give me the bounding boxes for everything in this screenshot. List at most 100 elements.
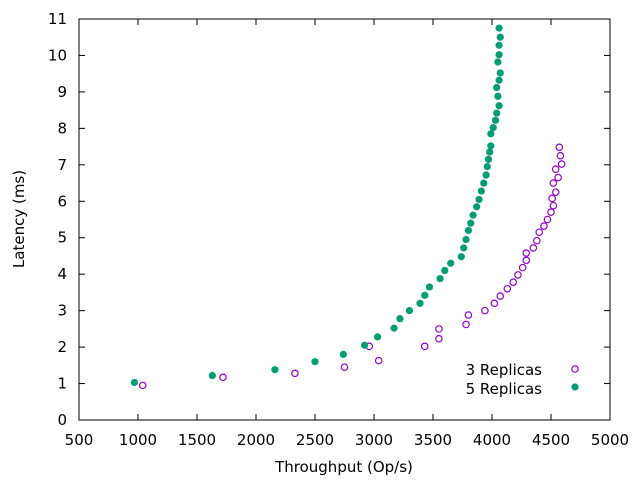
data-point bbox=[291, 369, 299, 378]
x-tick-label: 2500 bbox=[296, 431, 334, 449]
data-point bbox=[138, 381, 147, 390]
data-point bbox=[491, 116, 500, 124]
y-tick-label: 10 bbox=[48, 46, 67, 64]
data-point bbox=[557, 160, 566, 168]
data-point bbox=[271, 366, 279, 374]
series-3-replicas bbox=[138, 143, 566, 390]
data-point bbox=[543, 215, 552, 224]
data-point bbox=[374, 356, 383, 365]
y-tick-label: 7 bbox=[57, 156, 67, 174]
data-point bbox=[495, 41, 503, 49]
data-point bbox=[551, 165, 560, 173]
y-tick-label: 0 bbox=[57, 411, 67, 429]
data-point bbox=[548, 194, 556, 203]
data-point bbox=[482, 171, 490, 179]
x-tick-label: 2000 bbox=[237, 431, 275, 449]
data-point bbox=[490, 299, 499, 308]
x-tick-label: 4500 bbox=[532, 431, 570, 449]
axis-tick-labels: 500 1000 1500 2000 2500 3000 3500 4000 4500 5000 0… bbox=[48, 10, 629, 449]
y-axis-title: Latency (ms) bbox=[10, 170, 28, 268]
y-tick-label: 1 bbox=[57, 375, 67, 393]
data-point bbox=[493, 109, 501, 117]
data-point bbox=[495, 76, 503, 84]
data-point bbox=[556, 151, 565, 160]
data-point bbox=[208, 371, 216, 380]
data-point bbox=[462, 320, 470, 329]
data-points bbox=[130, 24, 566, 390]
data-point bbox=[457, 253, 465, 261]
data-point bbox=[360, 341, 369, 349]
legend-label-5-replicas: 5 Replicas bbox=[466, 380, 543, 398]
data-point bbox=[495, 102, 503, 110]
data-point bbox=[396, 315, 404, 323]
data-point bbox=[390, 324, 398, 332]
axis-ticks bbox=[78, 18, 611, 421]
data-point bbox=[481, 306, 489, 315]
data-point bbox=[130, 378, 139, 387]
x-tick-label: 1000 bbox=[119, 431, 157, 449]
data-point bbox=[483, 163, 491, 171]
y-tick-label: 4 bbox=[57, 265, 67, 283]
data-point bbox=[493, 83, 501, 92]
data-point bbox=[547, 208, 555, 217]
data-point bbox=[469, 211, 477, 219]
data-point bbox=[496, 69, 504, 77]
legend: 3 Replicas 5 Replicas bbox=[466, 361, 579, 398]
data-point bbox=[529, 244, 538, 252]
data-point bbox=[340, 363, 349, 371]
data-point bbox=[373, 333, 382, 341]
data-point bbox=[311, 358, 319, 366]
data-point bbox=[487, 142, 495, 150]
data-point bbox=[425, 283, 434, 291]
data-point bbox=[503, 284, 512, 293]
data-point bbox=[514, 271, 522, 279]
data-point bbox=[551, 188, 560, 196]
data-point bbox=[467, 219, 475, 227]
data-point bbox=[477, 187, 485, 195]
data-point bbox=[339, 350, 347, 358]
data-point bbox=[518, 263, 527, 272]
data-point bbox=[416, 299, 424, 307]
data-point bbox=[549, 201, 558, 210]
data-point bbox=[484, 155, 493, 163]
x-tick-label: 5000 bbox=[591, 431, 629, 449]
x-tick-label: 4000 bbox=[473, 431, 511, 449]
legend-entry-5-replicas: 5 Replicas bbox=[466, 380, 579, 398]
data-point bbox=[435, 334, 443, 343]
y-tick-label: 11 bbox=[48, 10, 67, 28]
data-point bbox=[435, 325, 443, 333]
legend-label-3-replicas: 3 Replicas bbox=[466, 361, 543, 379]
y-tick-label: 3 bbox=[57, 302, 67, 320]
data-point bbox=[496, 292, 505, 300]
data-point bbox=[489, 124, 497, 132]
data-point bbox=[462, 235, 470, 244]
x-axis-title: Throughput (Op/s) bbox=[274, 458, 413, 476]
data-point bbox=[473, 203, 481, 211]
x-tick-label: 500 bbox=[65, 431, 94, 449]
data-point bbox=[509, 278, 518, 287]
data-point bbox=[494, 58, 502, 66]
data-point bbox=[522, 249, 531, 257]
x-tick-label: 3000 bbox=[355, 431, 393, 449]
data-point bbox=[522, 256, 531, 265]
x-tick-label: 1500 bbox=[178, 431, 216, 449]
series-5-replicas bbox=[130, 24, 504, 387]
data-point bbox=[495, 51, 503, 59]
data-point bbox=[540, 222, 548, 230]
y-tick-label: 5 bbox=[57, 229, 67, 247]
data-point bbox=[554, 173, 562, 182]
x-tick-label: 3500 bbox=[414, 431, 452, 449]
data-point bbox=[535, 228, 544, 237]
y-tick-label: 6 bbox=[57, 192, 67, 210]
data-point bbox=[421, 291, 429, 299]
data-point bbox=[549, 179, 558, 187]
y-tick-label: 2 bbox=[57, 338, 67, 356]
data-point bbox=[494, 92, 502, 100]
legend-marker-5-replicas bbox=[571, 383, 579, 391]
data-point bbox=[464, 311, 473, 319]
data-point bbox=[405, 307, 413, 315]
data-point bbox=[495, 24, 503, 32]
data-point bbox=[475, 195, 483, 204]
data-point bbox=[533, 236, 541, 245]
data-point bbox=[480, 179, 488, 187]
